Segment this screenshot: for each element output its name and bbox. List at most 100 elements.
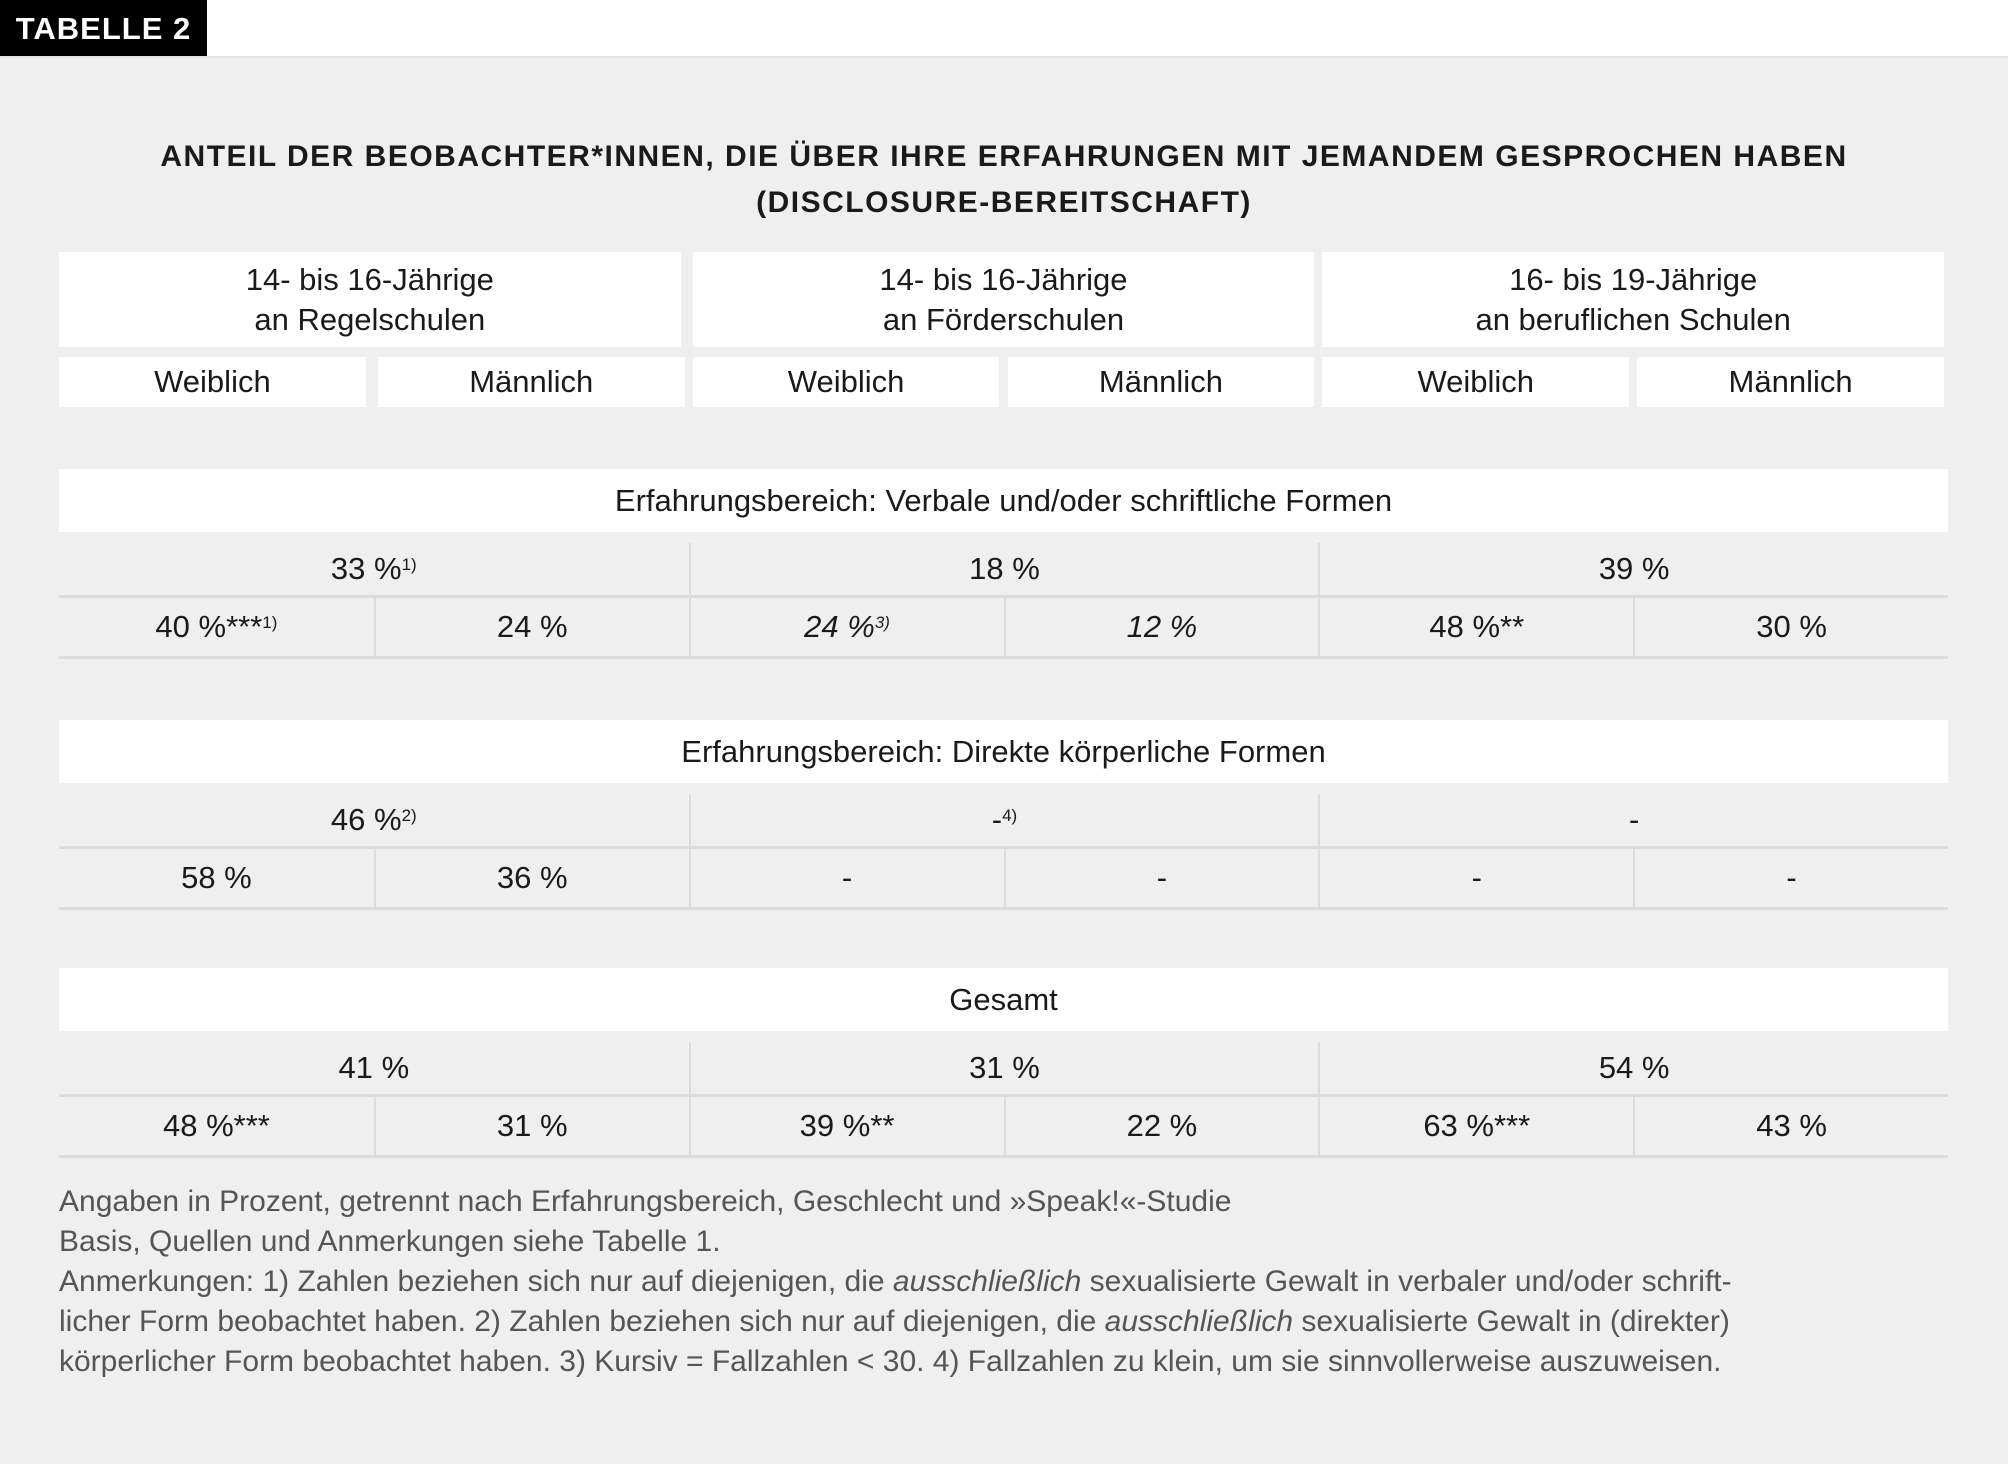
gender-cell: 39 %**: [688, 1097, 1004, 1155]
row-divider: [59, 907, 1948, 910]
table-title-line2: (DISCLOSURE-BEREITSCHAFT): [756, 186, 1252, 219]
row-divider: [59, 656, 1948, 659]
row-divider: [59, 1094, 1948, 1097]
gender-cell: 22 %: [1003, 1097, 1319, 1155]
cell-value: 39 %: [1598, 551, 1670, 586]
cell-value: 43 %: [1756, 1108, 1827, 1143]
cell-value: 48 %***: [162, 1108, 270, 1143]
cell-value: -: [991, 802, 1003, 837]
cell-value: 40 %***: [155, 609, 263, 644]
group-header: 14- bis 16-Jährige an Förderschulen: [692, 252, 1315, 347]
table-badge: TABELLE 2: [0, 0, 207, 56]
note-text: Angaben in Prozent, getrennt nach Erfahr…: [59, 1185, 1232, 1218]
gender-cell: 31 %: [373, 1097, 689, 1155]
note-line: Anmerkungen: 1) Zahlen beziehen sich nur…: [59, 1262, 1732, 1302]
note-text: licher Form beobachtet haben. 2) Zahlen …: [59, 1305, 1105, 1338]
gender-cell: 36 %: [373, 849, 689, 907]
gender-cell: 40 %*** 1): [59, 598, 374, 656]
footnote-marker: 4): [1002, 806, 1018, 825]
group-header-line2: an Förderschulen: [882, 301, 1125, 337]
gender-cell: 48 %***: [59, 1097, 374, 1155]
cell-value: 18 %: [969, 551, 1040, 586]
cell-value: -: [1471, 860, 1482, 895]
gender-cell: -: [1318, 849, 1634, 907]
group-header-line2: an Regelschulen: [254, 301, 486, 337]
cell-value: 46 %: [330, 802, 402, 837]
cell-value: 63 %***: [1423, 1108, 1531, 1143]
gender-header: Männlich: [1007, 357, 1315, 407]
row-divider: [59, 846, 1948, 849]
gender-cell: 63 %***: [1318, 1097, 1634, 1155]
gender-header: Weiblich: [692, 357, 1000, 407]
cell-value: -: [1786, 860, 1797, 895]
gender-cell: 58 %: [59, 849, 374, 907]
gender-header: Männlich: [377, 357, 685, 407]
table-notes: Angaben in Prozent, getrennt nach Erfahr…: [59, 1182, 1732, 1382]
top-band: [0, 0, 2008, 58]
cell-value: 31 %: [496, 1108, 568, 1143]
cell-value: 24 %: [496, 609, 568, 644]
group-header-line2: an beruflichen Schulen: [1475, 301, 1791, 337]
cell-value: -: [1628, 802, 1640, 837]
total-cell: -: [1318, 794, 1948, 846]
cell-value: 41 %: [338, 1050, 410, 1085]
gender-cell: -: [1633, 849, 1948, 907]
cell-value: 30 %: [1756, 609, 1827, 644]
gender-cell: 24 %: [373, 598, 689, 656]
total-cell: 33 % 1): [59, 543, 689, 595]
gender-cell: 43 %: [1633, 1097, 1948, 1155]
table-title-line1: ANTEIL DER BEOBACHTER*INNEN, DIE ÜBER IH…: [160, 140, 1848, 173]
cell-value: 31 %: [969, 1050, 1040, 1085]
total-cell: 46 % 2): [59, 794, 689, 846]
footnote-marker: 1): [401, 555, 417, 574]
gender-cell: -: [1003, 849, 1319, 907]
gender-header: Weiblich: [1322, 357, 1630, 407]
footnote-marker: 3): [874, 613, 890, 632]
row-divider: [59, 595, 1948, 598]
section-header: Erfahrungsbereich: Direkte körperliche F…: [59, 720, 1948, 783]
note-text: ausschließlich: [1104, 1305, 1294, 1338]
total-cell: 39 %: [1318, 543, 1948, 595]
cell-value: 58 %: [181, 860, 252, 895]
gender-cell: 24 % 3): [688, 598, 1004, 656]
cell-value: 39 %**: [799, 1108, 895, 1143]
cell-value: -: [1156, 860, 1168, 895]
note-text: Anmerkungen: 1) Zahlen beziehen sich nur…: [59, 1265, 893, 1298]
group-header-line1: 14- bis 16-Jährige: [879, 261, 1128, 297]
gender-cell: 48 %**: [1318, 598, 1634, 656]
row-divider: [59, 1155, 1948, 1158]
total-cell: 18 %: [688, 543, 1319, 595]
cell-value: 33 %: [330, 551, 402, 586]
note-text: sexualisierte Gewalt in verbaler und/ode…: [1081, 1265, 1732, 1298]
total-cell: 41 %: [59, 1042, 689, 1094]
total-cell: -4): [688, 794, 1319, 846]
cell-value: -: [841, 860, 853, 895]
total-cell: 54 %: [1318, 1042, 1948, 1094]
note-line: Angaben in Prozent, getrennt nach Erfahr…: [59, 1182, 1732, 1222]
cell-value: 36 %: [496, 860, 568, 895]
note-text: Basis, Quellen und Anmerkungen siehe Tab…: [59, 1225, 721, 1258]
cell-value: 22 %: [1126, 1108, 1198, 1143]
note-line: körperlicher Form beobachtet haben. 3) K…: [59, 1342, 1732, 1382]
cell-value: 12 %: [1126, 609, 1198, 644]
group-header-line1: 14- bis 16-Jährige: [245, 261, 494, 297]
gender-header: Männlich: [1637, 357, 1944, 407]
footnote-marker: 1): [262, 613, 278, 632]
note-text: sexualisierte Gewalt in (direkter): [1293, 1305, 1730, 1338]
cell-value: 24 %: [804, 609, 875, 644]
note-text: ausschließlich: [892, 1265, 1082, 1298]
note-line: Basis, Quellen und Anmerkungen siehe Tab…: [59, 1222, 1732, 1262]
group-header-line1: 16- bis 19-Jährige: [1509, 261, 1758, 297]
note-line: licher Form beobachtet haben. 2) Zahlen …: [59, 1302, 1732, 1342]
section-header: Gesamt: [59, 968, 1948, 1031]
group-header: 16- bis 19-Jährige an beruflichen Schulen: [1322, 252, 1944, 347]
group-header: 14- bis 16-Jährige an Regelschulen: [59, 252, 681, 347]
gender-cell: 30 %: [1633, 598, 1948, 656]
gender-cell: 12 %: [1003, 598, 1319, 656]
total-cell: 31 %: [688, 1042, 1319, 1094]
note-text: körperlicher Form beobachtet haben. 3) K…: [59, 1345, 1722, 1378]
cell-value: 48 %**: [1429, 609, 1525, 644]
section-header: Erfahrungsbereich: Verbale und/oder schr…: [59, 469, 1948, 532]
gender-cell: -: [688, 849, 1004, 907]
cell-value: 54 %: [1598, 1050, 1670, 1085]
